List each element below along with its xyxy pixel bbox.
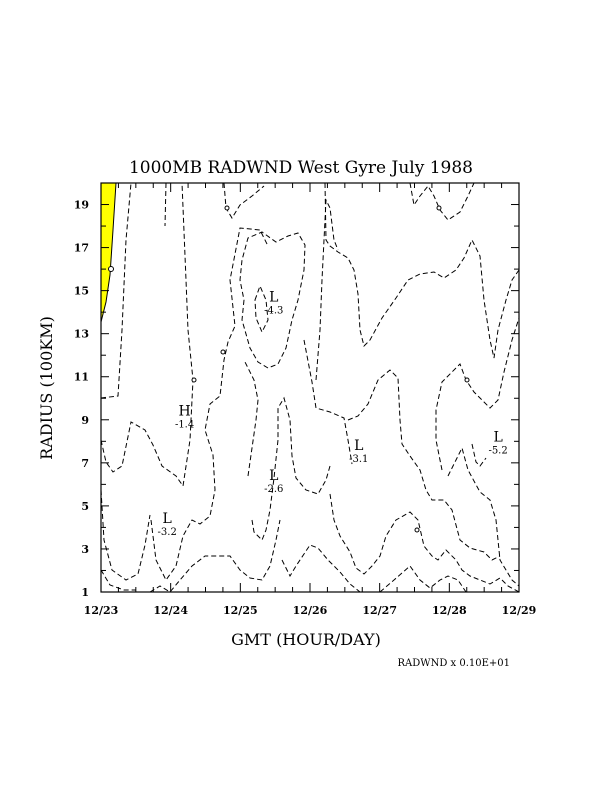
x-tick-label: 12/23 xyxy=(84,604,119,617)
extremum-letter: L xyxy=(354,438,363,454)
extrema-labels: L-4.3H-1.4L-2.6L-3.1L-5.2L-3.2 xyxy=(158,289,508,538)
extremum-value: -2.6 xyxy=(264,484,283,495)
x-tick-label: 12/29 xyxy=(502,604,537,617)
chart-title: 1000MB RADWND West Gyre July 1988 xyxy=(129,158,473,178)
extremum-value: -4.3 xyxy=(264,305,283,316)
y-tick-label: 17 xyxy=(74,242,89,255)
extremum-letter: L xyxy=(269,289,278,305)
y-tick-label: 3 xyxy=(81,543,89,556)
extremum-value: -3.1 xyxy=(349,454,368,465)
x-tick-label: 12/25 xyxy=(223,604,258,617)
x-tick-label: 12/27 xyxy=(362,604,397,617)
y-tick-label: 1 xyxy=(81,586,89,599)
extremum-value: -3.2 xyxy=(158,527,177,538)
extremum-letter: L xyxy=(163,511,172,527)
contour-lines xyxy=(100,182,520,593)
extremum-letter: L xyxy=(493,429,502,445)
x-tick-label: 12/28 xyxy=(432,604,467,617)
x-tick-label: 12/26 xyxy=(293,604,328,617)
x-tick-labels: 12/23 12/24 12/25 12/26 12/27 12/28 12/29 xyxy=(84,604,537,617)
footer-note: RADWND x 0.10E+01 xyxy=(398,658,510,669)
y-tick-label: 11 xyxy=(74,371,89,384)
y-tick-label: 7 xyxy=(81,457,89,470)
y-tick-label: 15 xyxy=(74,285,89,298)
y-tick-label: 9 xyxy=(81,414,89,427)
extremum-letter: H xyxy=(178,403,190,419)
axis-ticks xyxy=(100,182,520,593)
y-tick-label: 5 xyxy=(81,500,89,513)
y-axis-label: RADIUS (100KM) xyxy=(37,316,56,460)
x-axis-label: GMT (HOUR/DAY) xyxy=(231,630,381,649)
positive-region xyxy=(100,182,117,323)
extremum-value: -5.2 xyxy=(488,445,507,456)
y-tick-label: 19 xyxy=(74,199,89,212)
contour-label-markers xyxy=(108,205,470,533)
extremum-value: -1.4 xyxy=(175,419,194,430)
x-tick-label: 12/24 xyxy=(153,604,188,617)
extremum-letter: L xyxy=(269,468,278,484)
y-tick-label: 13 xyxy=(74,328,89,341)
